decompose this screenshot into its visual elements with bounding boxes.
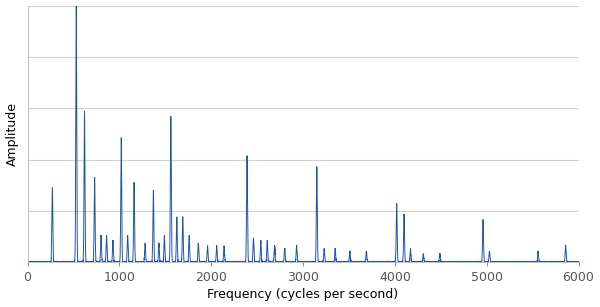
Y-axis label: Amplitude: Amplitude: [5, 102, 19, 166]
X-axis label: Frequency (cycles per second): Frequency (cycles per second): [208, 289, 398, 301]
